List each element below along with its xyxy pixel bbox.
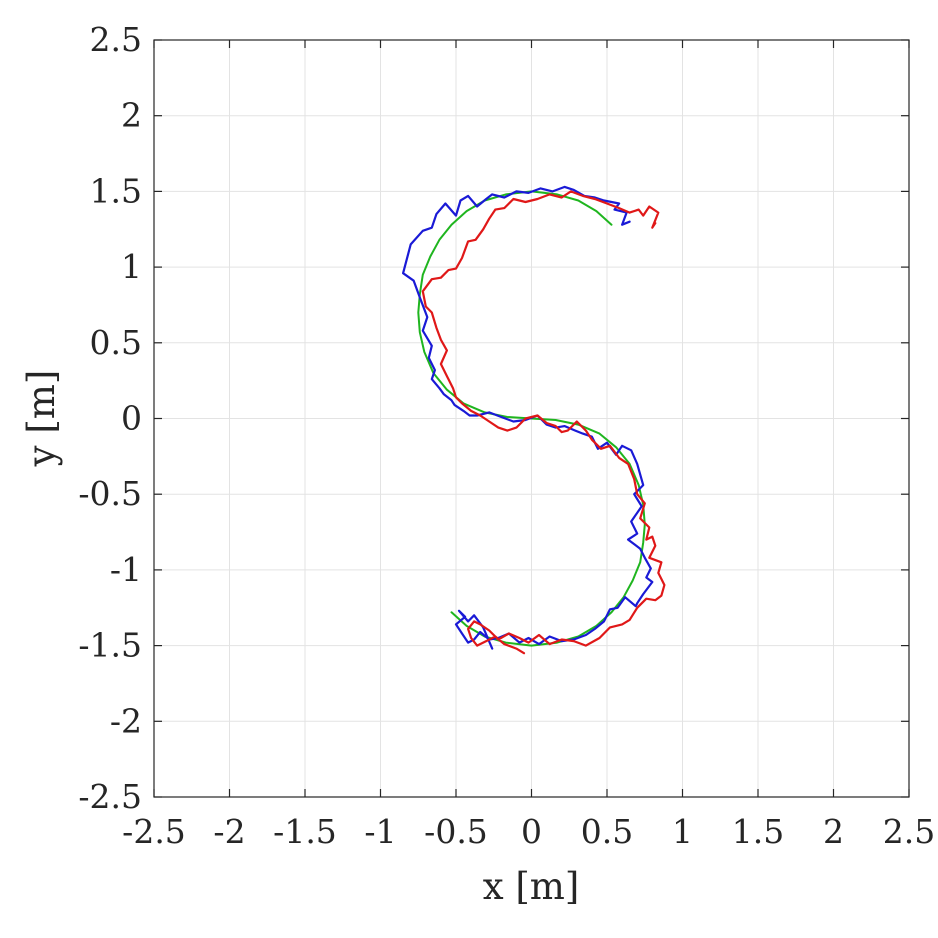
y-axis-label: y [m] bbox=[20, 370, 63, 468]
ticks bbox=[153, 39, 910, 798]
x-tick-label: -1 bbox=[364, 812, 396, 851]
x-tick-label: -2 bbox=[213, 812, 245, 851]
x-tick-label: -0.5 bbox=[424, 812, 488, 851]
x-tick-labels: -2.5 -2 -1.5 -1 -0.5 0 0.5 1 1.5 2 2.5 bbox=[122, 812, 935, 851]
y-tick-label: -0.5 bbox=[78, 474, 142, 513]
y-tick-label: -1.5 bbox=[78, 626, 142, 665]
x-tick-label: 1 bbox=[672, 812, 693, 851]
x-tick-label: 0 bbox=[521, 812, 542, 851]
y-tick-label: -1 bbox=[110, 550, 142, 589]
series-layer bbox=[402, 185, 666, 655]
x-tick-label: -2.5 bbox=[122, 812, 186, 851]
trajectory-red-line bbox=[421, 190, 666, 655]
y-tick-label: 0 bbox=[121, 399, 142, 438]
trajectory-blue-line bbox=[402, 185, 654, 650]
y-tick-label: 2 bbox=[121, 96, 142, 135]
x-tick-label: 2 bbox=[823, 812, 844, 851]
grid bbox=[154, 40, 909, 797]
x-tick-label: 1.5 bbox=[732, 812, 784, 851]
x-tick-label: 2.5 bbox=[883, 812, 935, 851]
x-tick-label: -1.5 bbox=[273, 812, 337, 851]
y-tick-labels: 2.5 2 1.5 1 0.5 0 -0.5 -1 -1.5 -2 -2.5 bbox=[78, 20, 142, 816]
y-tick-label: 1 bbox=[121, 247, 142, 286]
y-tick-label: 0.5 bbox=[90, 323, 142, 362]
x-axis-label: x [m] bbox=[483, 865, 580, 908]
y-tick-label: -2.5 bbox=[78, 777, 142, 816]
x-tick-label: 0.5 bbox=[581, 812, 633, 851]
y-tick-label: 2.5 bbox=[90, 20, 142, 59]
y-tick-label: -2 bbox=[110, 701, 142, 740]
y-tick-label: 1.5 bbox=[90, 171, 142, 210]
